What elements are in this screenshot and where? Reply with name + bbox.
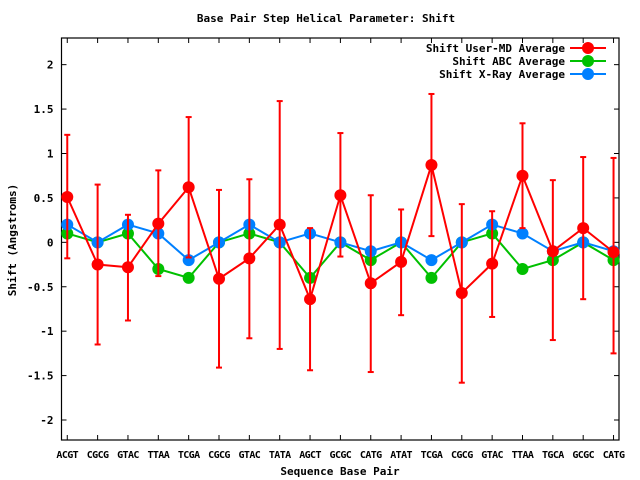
data-point: [395, 255, 408, 268]
data-point: [364, 277, 377, 290]
x-tick-label: TCGA: [421, 450, 443, 461]
x-tick-label: TATA: [269, 450, 291, 461]
data-point: [577, 222, 590, 235]
data-point: [273, 218, 286, 231]
x-tick-label: CGCG: [87, 450, 109, 461]
legend-marker: [582, 55, 594, 67]
data-point: [182, 271, 195, 284]
data-point: [304, 293, 317, 306]
y-tick-label: -1: [40, 325, 54, 338]
legend-label: Shift User-MD Average: [426, 42, 565, 55]
x-tick-label: TGCA: [542, 450, 564, 461]
data-point: [121, 261, 134, 274]
chart-title: Base Pair Step Helical Parameter: Shift: [197, 12, 455, 25]
data-point: [516, 227, 529, 240]
y-tick-label: 0: [47, 236, 54, 249]
x-tick-label: CGCG: [208, 450, 230, 461]
x-tick-label: TCGA: [178, 450, 200, 461]
x-tick-label: ATAT: [390, 450, 412, 461]
data-point: [425, 159, 438, 172]
data-point: [607, 246, 620, 259]
legend-marker: [582, 42, 594, 54]
x-axis-label: Sequence Base Pair: [280, 465, 400, 478]
y-tick-label: 2: [47, 59, 54, 72]
data-point: [334, 189, 347, 202]
y-tick-label: -0.5: [27, 281, 54, 294]
data-point: [182, 181, 195, 194]
legend-marker: [582, 68, 594, 80]
x-tick-label: TTAA: [147, 450, 169, 461]
data-point: [243, 252, 256, 265]
x-tick-label: GCGC: [572, 450, 594, 461]
data-point: [152, 217, 165, 230]
data-point: [516, 262, 529, 275]
data-point: [455, 286, 468, 299]
plot-area: [61, 92, 620, 384]
data-point: [213, 272, 226, 285]
x-tick-label: AGCT: [299, 450, 321, 461]
data-point: [546, 245, 559, 258]
x-tick-label: CATG: [603, 450, 625, 461]
x-tick-label: CATG: [360, 450, 382, 461]
x-tick-label: GTAC: [481, 450, 503, 461]
y-axis-label: Shift (Angstroms): [6, 184, 19, 297]
legend-label: Shift ABC Average: [452, 55, 565, 68]
x-tick-label: CGCG: [451, 450, 473, 461]
legend-label: Shift X-Ray Average: [439, 68, 565, 81]
x-tick-label: TTAA: [512, 450, 534, 461]
y-tick-label: -1.5: [27, 370, 54, 383]
data-point: [516, 169, 529, 182]
x-tick-label: GCGC: [330, 450, 352, 461]
x-tick-label: GTAC: [117, 450, 139, 461]
series-shift-user-md-average: [61, 92, 620, 384]
axes: 2 1.5 1 0.5 0 -0.5 -1 -1.5 -2 ACGT CGCG GTAC TTAA TCG…: [27, 37, 626, 461]
data-point: [425, 254, 438, 267]
data-point: [486, 257, 499, 270]
x-tick-label: GTAC: [239, 450, 261, 461]
y-tick-label: 1: [47, 147, 54, 160]
y-tick-label: -2: [40, 414, 53, 427]
data-point: [61, 191, 74, 204]
x-tick-label: ACGT: [56, 450, 78, 461]
data-point: [91, 258, 104, 271]
y-tick-label: 1.5: [34, 103, 54, 116]
y-tick-label: 0.5: [34, 192, 54, 205]
data-point: [425, 271, 438, 284]
